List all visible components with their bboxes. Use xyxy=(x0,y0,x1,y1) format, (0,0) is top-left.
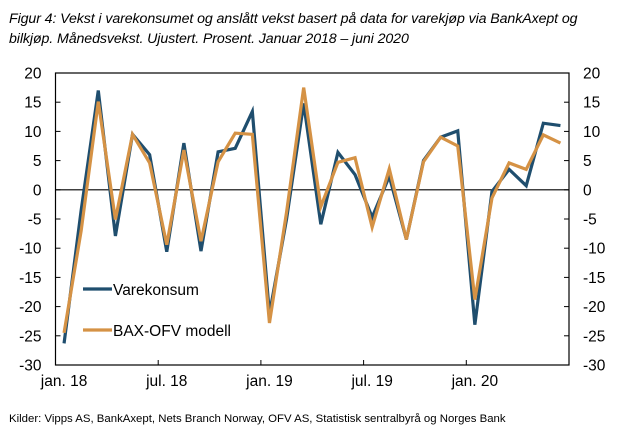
right-y-tick-label: -20 xyxy=(583,299,606,316)
right-y-tick-label: -25 xyxy=(583,328,605,345)
left-y-tick-label: 20 xyxy=(24,66,42,83)
right-y-tick-label: 5 xyxy=(583,153,592,170)
right-y-tick-label: 15 xyxy=(583,95,600,112)
right-y-tick-label: 10 xyxy=(583,124,601,141)
right-y-tick-label: -30 xyxy=(583,358,606,375)
left-y-tick-label: -30 xyxy=(19,358,42,375)
caption-line-2: bilkjøp. Månedsvekst. Ujustert. Prosent.… xyxy=(9,31,409,47)
left-y-tick-label: 0 xyxy=(33,182,42,199)
right-y-tick-label: -15 xyxy=(583,270,605,287)
legend: Varekonsum BAX-OFV modell xyxy=(83,282,231,340)
right-y-tick-label: -5 xyxy=(583,212,597,229)
left-y-tick-label: -10 xyxy=(19,241,42,258)
series-line-varekonsum xyxy=(62,90,561,344)
axes xyxy=(54,72,570,366)
right-y-tick-label: 0 xyxy=(583,182,592,199)
x-tick-label: jan. 18 xyxy=(40,373,88,390)
left-y-tick-label: 5 xyxy=(33,153,42,170)
legend-label-varekonsum: Varekonsum xyxy=(113,282,199,299)
left-y-tick-label: -20 xyxy=(19,299,42,316)
left-y-axis: 20 15 10 5 0 -5 -10 -15 -20 -25 -30 xyxy=(19,66,61,375)
left-y-tick-label: -15 xyxy=(19,270,41,287)
right-y-axis: 20 15 10 5 0 -5 -10 -15 -20 -25 -30 xyxy=(564,66,606,375)
right-y-tick-label: 20 xyxy=(583,66,601,83)
source-note: Kilder: Vipps AS, BankAxept, Nets Branch… xyxy=(9,413,506,425)
left-y-tick-label: -5 xyxy=(28,212,42,229)
left-y-tick-label: -25 xyxy=(19,328,41,345)
right-y-tick-label: -10 xyxy=(583,241,606,258)
x-tick-label: jan. 19 xyxy=(245,373,293,390)
figure-caption: Figur 4: Vekst i varekonsumet og anslått… xyxy=(9,9,614,49)
series-group xyxy=(62,87,562,344)
x-tick-label: jan. 20 xyxy=(451,373,499,390)
series-line-bax-ofv-modell xyxy=(62,87,562,334)
legend-label-bax-ofv-modell: BAX-OFV modell xyxy=(113,323,231,340)
left-y-tick-label: 10 xyxy=(24,124,42,141)
caption-line-1: Figur 4: Vekst i varekonsumet og anslått… xyxy=(9,11,578,27)
x-tick-label: jul. 19 xyxy=(350,373,392,390)
x-tick-label: jul. 18 xyxy=(145,373,187,390)
plot-frame xyxy=(54,72,570,366)
left-y-tick-label: 15 xyxy=(24,95,41,112)
x-axis: jan. 18 jul. 18 jan. 19 jul. 19 jan. 20 xyxy=(40,360,499,390)
